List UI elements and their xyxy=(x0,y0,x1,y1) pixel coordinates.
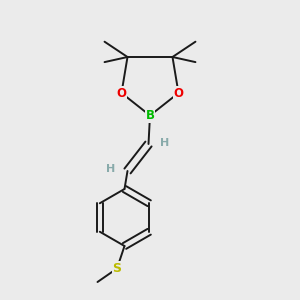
Text: H: H xyxy=(106,164,116,175)
Text: H: H xyxy=(160,137,169,148)
Text: O: O xyxy=(173,86,184,100)
Text: S: S xyxy=(112,262,122,275)
Text: O: O xyxy=(116,86,127,100)
Text: B: B xyxy=(146,109,154,122)
